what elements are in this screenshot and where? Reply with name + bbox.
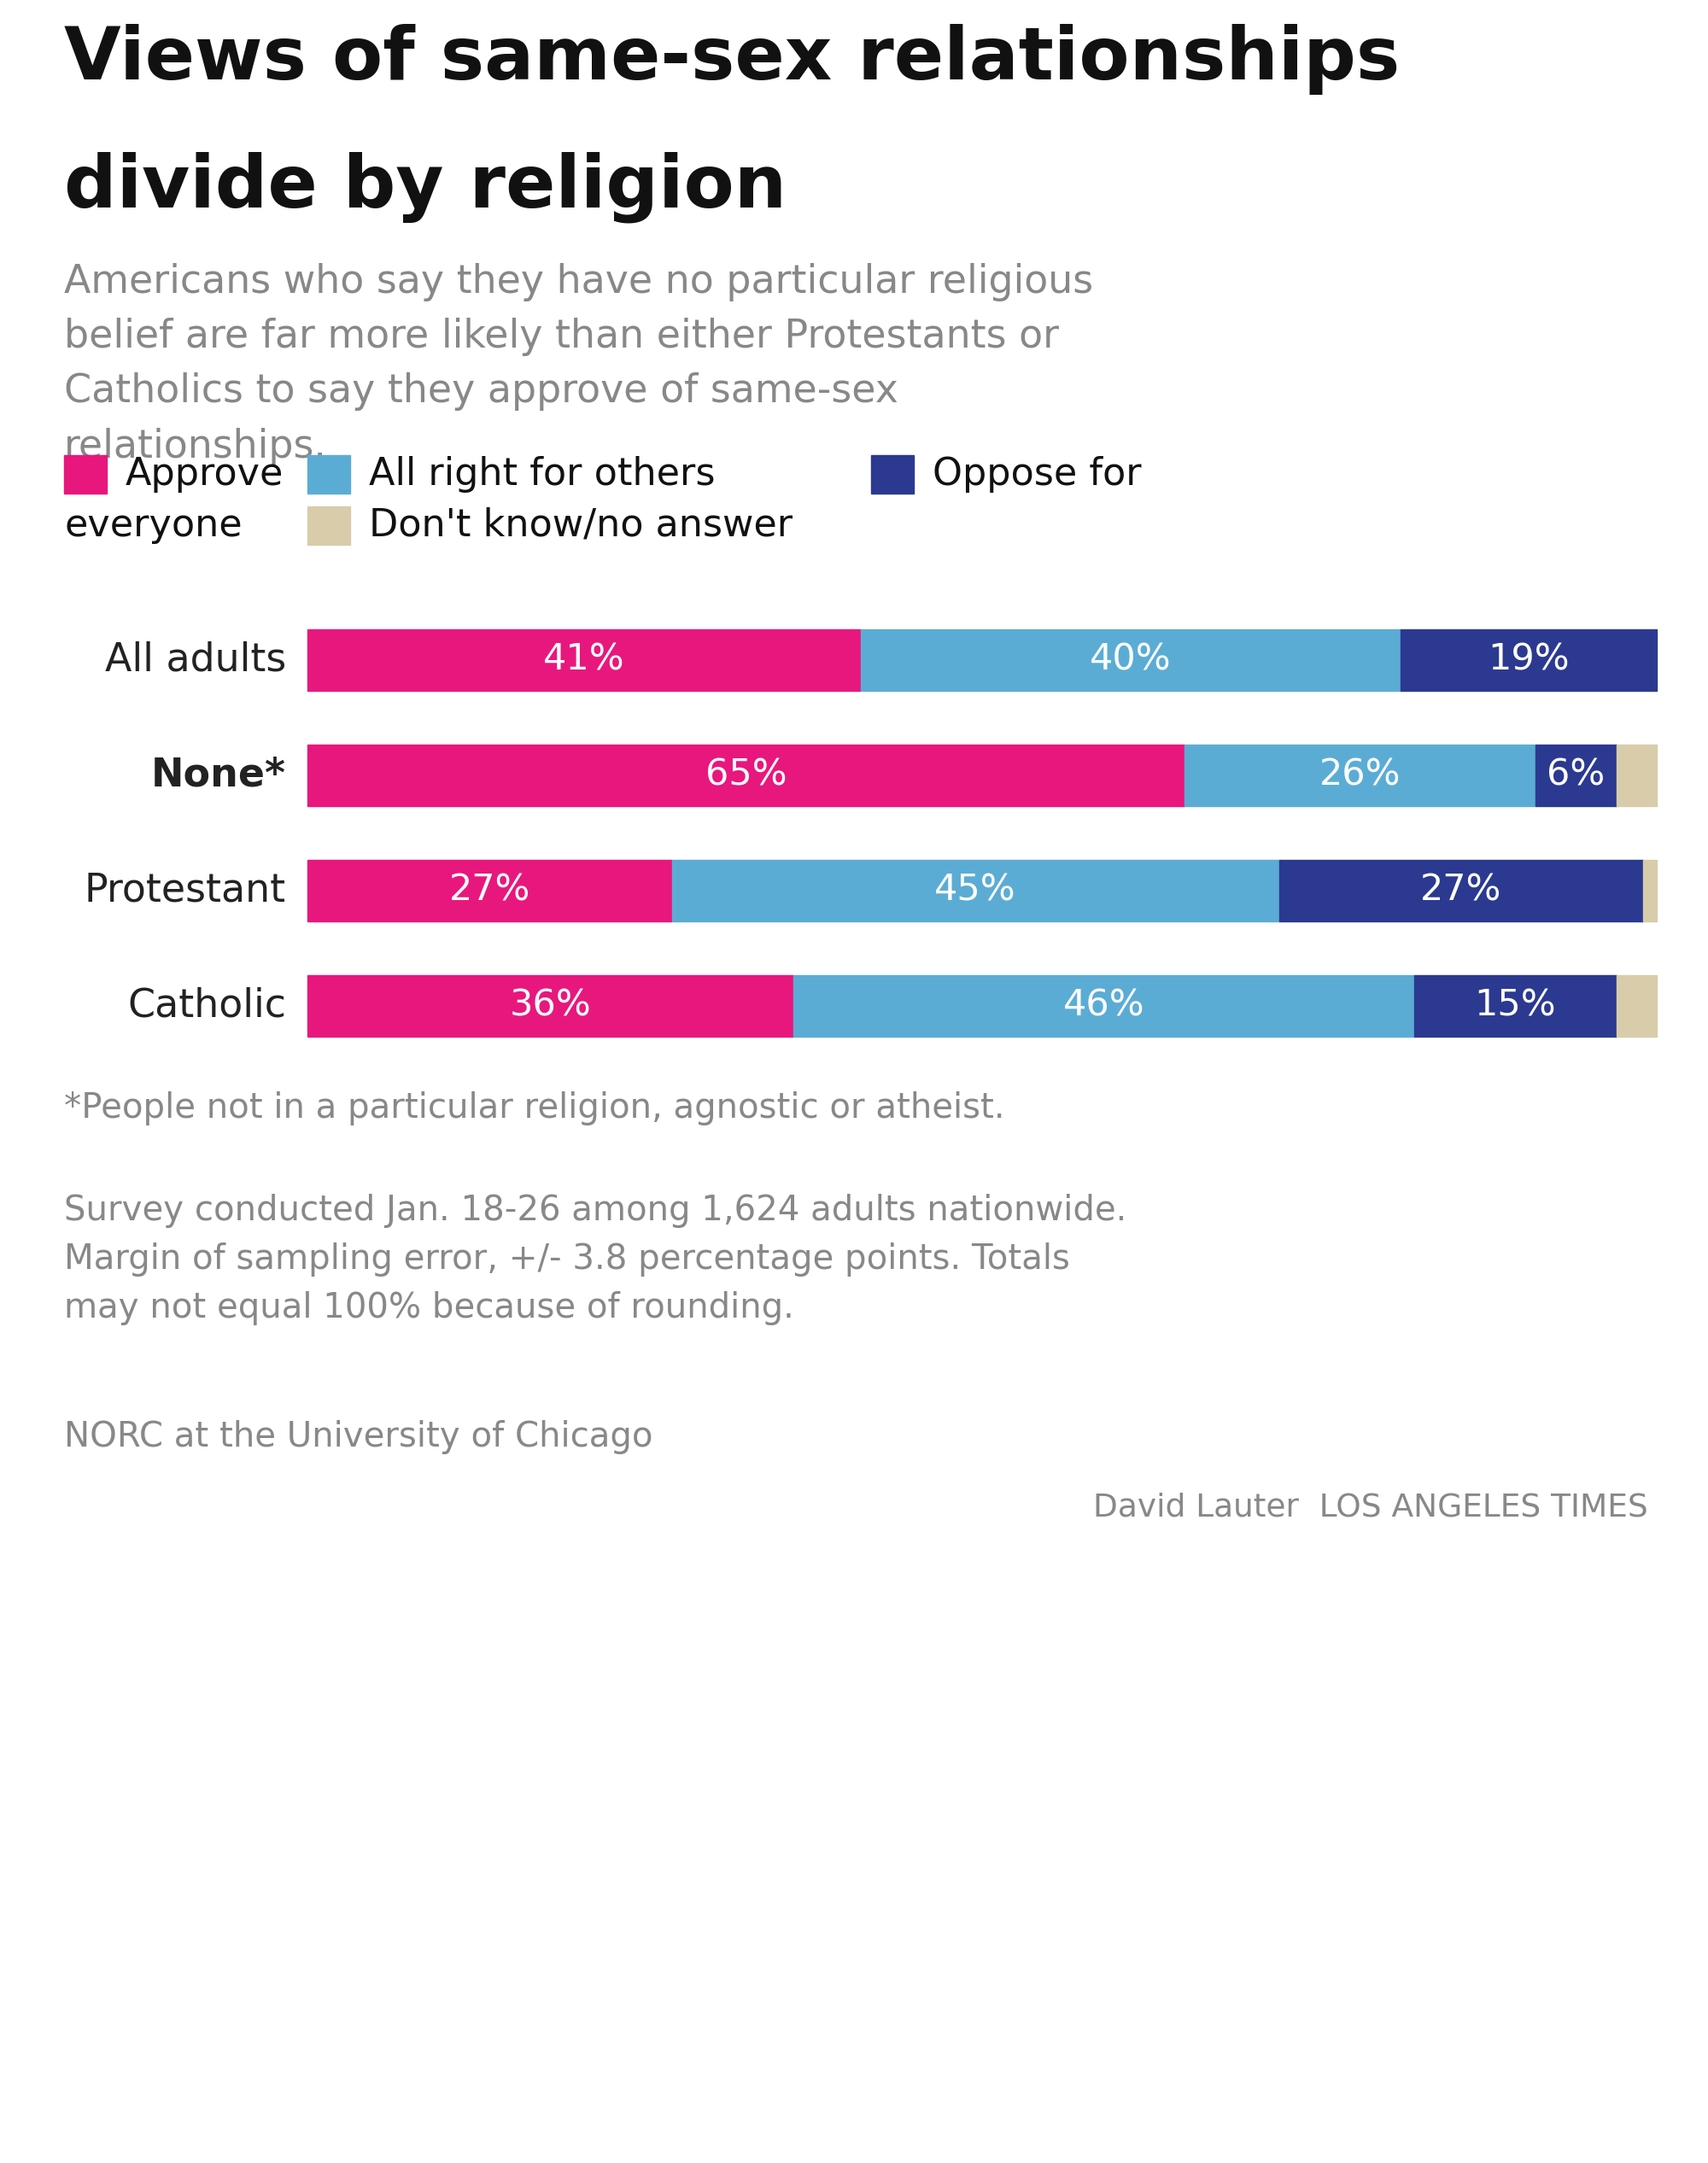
Bar <box>1616 976 1657 1036</box>
Text: Approve: Approve <box>126 456 284 493</box>
Text: None*: None* <box>150 757 287 794</box>
Text: 40%: 40% <box>1090 642 1172 677</box>
Text: Americans who say they have no particular religious
belief are far more likely t: Americans who say they have no particula… <box>65 264 1093 465</box>
Bar <box>1414 976 1616 1036</box>
Text: *People not in a particular religion, agnostic or atheist.: *People not in a particular religion, ag… <box>65 1092 1004 1125</box>
Text: 6%: 6% <box>1547 757 1606 794</box>
Bar <box>861 629 1401 690</box>
Bar <box>671 861 1279 921</box>
Text: Oppose for: Oppose for <box>933 456 1141 493</box>
Bar <box>793 976 1414 1036</box>
Bar <box>307 629 861 690</box>
Text: 46%: 46% <box>1062 988 1144 1023</box>
Bar <box>307 454 350 493</box>
Text: David Lauter  LOS ANGELES TIMES: David Lauter LOS ANGELES TIMES <box>1093 1492 1648 1523</box>
Text: 41%: 41% <box>543 642 625 677</box>
Text: Don't know/no answer: Don't know/no answer <box>369 508 793 543</box>
Bar <box>307 976 793 1036</box>
Text: 45%: 45% <box>934 872 1016 908</box>
Text: NORC at the University of Chicago: NORC at the University of Chicago <box>65 1421 652 1454</box>
Text: All right for others: All right for others <box>369 456 716 493</box>
Text: Survey conducted Jan. 18-26 among 1,624 adults nationwide.
Margin of sampling er: Survey conducted Jan. 18-26 among 1,624 … <box>65 1194 1127 1326</box>
Text: everyone: everyone <box>65 508 243 543</box>
Bar <box>1279 861 1643 921</box>
Bar <box>1401 629 1657 690</box>
Text: All adults: All adults <box>104 640 287 679</box>
Text: 15%: 15% <box>1474 988 1556 1023</box>
Bar <box>1185 744 1535 807</box>
Text: 19%: 19% <box>1488 642 1570 677</box>
Bar <box>871 454 914 493</box>
Text: Catholic: Catholic <box>126 986 287 1025</box>
Text: Protestant: Protestant <box>84 872 287 911</box>
Text: 26%: 26% <box>1319 757 1401 794</box>
Bar <box>65 454 106 493</box>
Text: 36%: 36% <box>509 988 591 1023</box>
Bar <box>1616 744 1657 807</box>
Text: 65%: 65% <box>705 757 787 794</box>
Bar <box>307 744 1185 807</box>
Bar <box>307 506 350 545</box>
Bar <box>307 861 671 921</box>
Text: 27%: 27% <box>449 872 529 908</box>
Text: divide by religion: divide by religion <box>65 151 787 223</box>
Text: 27%: 27% <box>1421 872 1501 908</box>
Bar <box>1535 744 1616 807</box>
Bar <box>1643 861 1657 921</box>
Text: Views of same-sex relationships: Views of same-sex relationships <box>65 24 1401 95</box>
